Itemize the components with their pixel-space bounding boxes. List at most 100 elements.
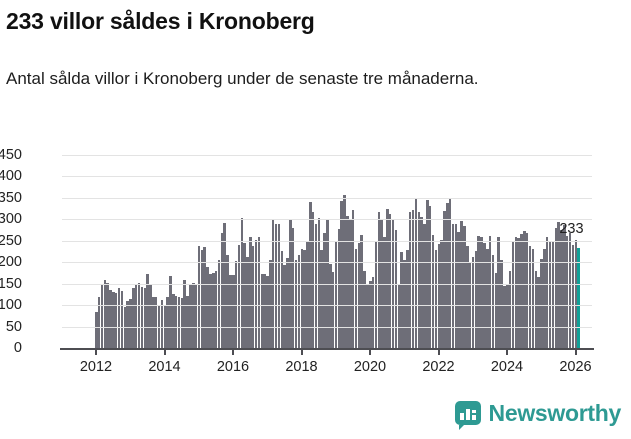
bar <box>460 221 463 348</box>
bar <box>454 224 458 348</box>
x-axis-tick <box>437 348 440 355</box>
bar <box>269 259 272 348</box>
newsworthy-logo[interactable]: Newsworthy <box>454 400 621 430</box>
bar <box>560 229 563 348</box>
footer: Newsworthy <box>0 398 631 439</box>
x-axis-label: 2026 <box>559 359 592 375</box>
bar <box>186 295 189 348</box>
bar <box>428 206 432 348</box>
x-axis-tick <box>95 348 97 355</box>
bar <box>220 233 224 348</box>
bar <box>223 222 226 348</box>
bar <box>417 212 421 348</box>
bar <box>528 245 532 348</box>
bar <box>363 270 366 348</box>
gridline <box>62 155 592 156</box>
bar <box>294 259 298 348</box>
bar <box>160 299 164 348</box>
bar-series <box>62 155 592 348</box>
bar <box>394 229 398 348</box>
bar <box>109 290 112 348</box>
bar <box>574 239 577 348</box>
bar <box>477 235 480 348</box>
bar <box>446 203 449 348</box>
bar <box>103 280 107 348</box>
bar <box>217 260 221 348</box>
bar-highlighted <box>577 248 580 348</box>
bar <box>540 258 543 348</box>
bar <box>346 215 349 348</box>
x-axis-label: 2016 <box>216 359 250 375</box>
gridline <box>62 176 592 178</box>
bar <box>406 250 409 348</box>
bar <box>303 250 306 348</box>
bar <box>246 257 249 348</box>
bar <box>397 283 401 348</box>
x-axis-tick <box>163 348 166 355</box>
bar <box>329 264 332 348</box>
bar <box>520 234 523 348</box>
gridline <box>62 219 592 221</box>
x-axis-label: 2018 <box>285 359 318 375</box>
bar <box>95 311 98 348</box>
plot-area: 0 50 100 150 200 250 300 350 400 450 2012 2014 2016 2… <box>0 148 594 375</box>
x-axis-tick <box>574 348 577 355</box>
bar <box>331 271 335 348</box>
bar <box>243 243 246 348</box>
x-axis-tick <box>300 348 303 355</box>
bar <box>234 261 238 348</box>
bar <box>277 223 281 348</box>
bar <box>197 245 201 348</box>
bar <box>388 214 392 348</box>
bar <box>551 240 555 348</box>
bar <box>251 245 255 348</box>
bar <box>314 223 318 348</box>
bar <box>554 227 558 348</box>
bar <box>386 208 389 348</box>
bar <box>366 284 369 348</box>
bar <box>506 285 509 348</box>
bar <box>200 250 204 348</box>
bar <box>357 243 361 348</box>
y-axis-label: 100 <box>0 297 22 314</box>
bar <box>263 274 266 348</box>
x-axis-tick <box>232 348 234 355</box>
bar <box>514 237 518 348</box>
x-axis-line <box>60 348 594 350</box>
x-axis-tick <box>506 348 508 355</box>
bar <box>423 223 426 348</box>
bar <box>488 235 492 348</box>
bar <box>494 272 498 348</box>
y-axis-label: 350 <box>0 189 22 206</box>
bar <box>334 240 338 348</box>
bar <box>283 264 286 348</box>
bar <box>232 275 235 348</box>
bar <box>309 202 312 348</box>
bar <box>508 270 512 348</box>
bar <box>434 250 438 348</box>
bar <box>500 259 503 348</box>
bar <box>463 226 466 348</box>
bar <box>206 266 209 348</box>
bar <box>140 286 144 348</box>
bar <box>466 245 469 348</box>
bar <box>440 239 443 348</box>
bar <box>112 292 115 348</box>
bar <box>563 225 566 348</box>
bar <box>189 283 192 348</box>
bar <box>203 246 206 348</box>
bar <box>337 228 341 348</box>
bar <box>557 221 560 348</box>
bar <box>172 294 175 348</box>
y-axis-label: 150 <box>0 275 22 292</box>
bar <box>377 211 381 348</box>
page-title: 233 villor såldes i Kronoberg <box>6 8 315 34</box>
bar <box>503 286 506 348</box>
bar <box>240 218 244 348</box>
bar <box>317 218 321 348</box>
bar <box>177 296 181 348</box>
bar <box>214 270 218 348</box>
page-subtitle: Antal sålda villor i Kronoberg under de … <box>6 69 479 88</box>
bar <box>511 241 515 348</box>
